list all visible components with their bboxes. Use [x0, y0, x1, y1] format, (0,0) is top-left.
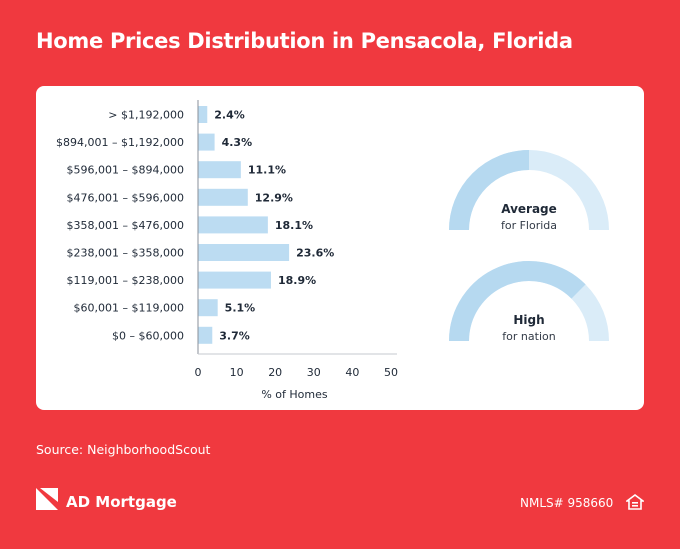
- gauge-fill: [449, 261, 586, 342]
- ad-mortgage-logo-icon: [36, 488, 58, 510]
- bar: [198, 188, 248, 206]
- category-label: $476,001 – $596,000: [67, 191, 184, 204]
- data-label: 18.9%: [278, 274, 316, 287]
- x-tick-label: 0: [195, 366, 202, 379]
- data-label: 3.7%: [219, 329, 250, 342]
- equal-housing-opportunity-icon: [626, 494, 644, 510]
- data-label: 11.1%: [248, 164, 286, 177]
- florida-gauge-label: Average: [501, 202, 557, 216]
- source-note: Source: NeighborhoodScout: [36, 442, 211, 457]
- x-axis-label: % of Homes: [261, 388, 328, 401]
- bar: [198, 326, 213, 344]
- bar: [198, 299, 218, 317]
- nation-gauge-arc: [449, 261, 609, 342]
- category-label: $238,001 – $358,000: [67, 247, 184, 260]
- category-label: $119,001 – $238,000: [67, 274, 184, 287]
- category-label: $60,001 – $119,000: [74, 302, 184, 315]
- data-label: 4.3%: [222, 136, 253, 149]
- bar: [198, 161, 241, 179]
- data-label: 2.4%: [214, 109, 245, 122]
- bar: [198, 106, 208, 123]
- data-label: 5.1%: [225, 302, 256, 315]
- data-label: 18.1%: [275, 219, 313, 232]
- x-tick-label: 50: [384, 366, 398, 379]
- bar: [198, 271, 271, 289]
- bar: [198, 244, 290, 261]
- bar: [198, 216, 268, 234]
- nmls-number: NMLS# 958660: [520, 496, 614, 510]
- data-label: 23.6%: [296, 247, 334, 260]
- nation-gauge-label: High: [513, 313, 545, 327]
- brand-name: AD Mortgage: [66, 493, 177, 511]
- x-tick-label: 20: [268, 366, 282, 379]
- category-label: $0 – $60,000: [112, 329, 184, 342]
- nation-gauge: High for nation: [444, 255, 614, 351]
- gauge-fill: [449, 150, 530, 231]
- x-tick-label: 40: [345, 366, 359, 379]
- nation-gauge-sublabel: for nation: [502, 330, 556, 343]
- category-label: $358,001 – $476,000: [67, 219, 184, 232]
- bar-chart: > $1,192,000 2.4% $894,001 – $1,192,000 4.3…: [56, 100, 398, 401]
- x-tick-label: 30: [307, 366, 321, 379]
- category-label: $894,001 – $1,192,000: [56, 136, 184, 149]
- page-title: Home Prices Distribution in Pensacola, F…: [36, 29, 573, 53]
- florida-gauge: Average for Florida: [444, 144, 614, 240]
- category-label: > $1,192,000: [108, 109, 184, 122]
- florida-gauge-arc: [449, 150, 609, 231]
- x-tick-label: 10: [230, 366, 244, 379]
- florida-gauge-sublabel: for Florida: [500, 219, 558, 232]
- category-label: $596,001 – $894,000: [67, 164, 184, 177]
- bar: [198, 133, 215, 151]
- data-label: 12.9%: [255, 191, 293, 204]
- chart-card: > $1,192,000 2.4% $894,001 – $1,192,000 4.3…: [36, 86, 644, 410]
